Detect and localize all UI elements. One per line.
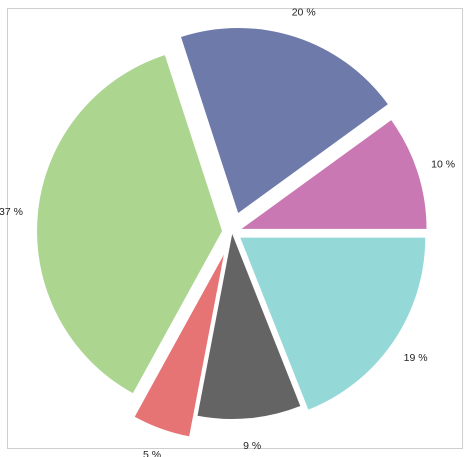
slice-label-1: 9 % [243,440,261,452]
pie-slice-3 [37,55,223,394]
slice-label-4: 20 % [292,6,316,18]
pie-slice-5 [241,120,427,229]
pie-slice-0 [240,237,426,410]
pie-slice-1 [197,233,301,419]
slice-label-2: 5 % [143,449,161,457]
slice-label-5: 10 % [431,158,455,170]
slice-label-3: 37 % [0,206,23,218]
slice-label-0: 19 % [404,352,428,364]
pie-slice-4 [181,27,388,213]
pie-slice-2 [134,254,224,437]
